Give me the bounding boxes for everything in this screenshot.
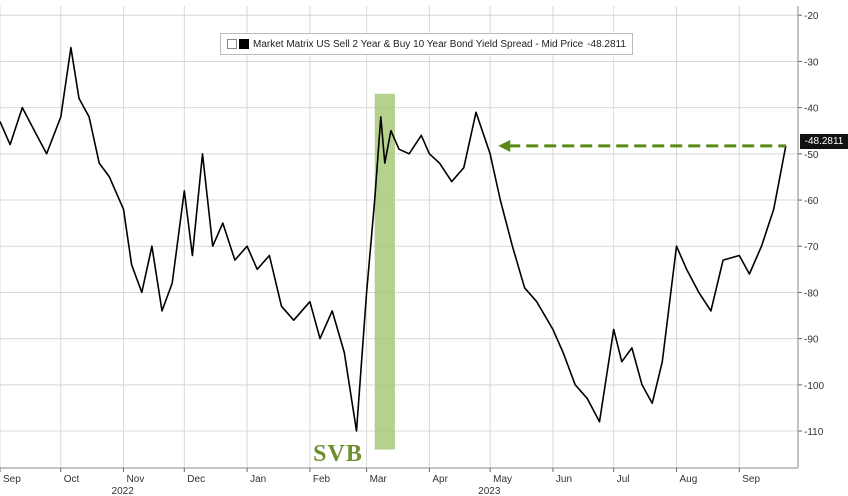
grid-lines <box>0 6 798 468</box>
arrow-head-icon <box>498 139 511 152</box>
x-tick-label: Jan <box>250 474 266 485</box>
series-line <box>0 46 787 432</box>
x-year-label: 2022 <box>112 486 135 496</box>
y-tick-label: -100 <box>804 381 824 392</box>
y-tick-label: -30 <box>804 57 819 68</box>
x-tick-label: Sep <box>742 474 760 485</box>
x-tick-label: Dec <box>187 474 205 485</box>
y-tick-label: -40 <box>804 104 819 115</box>
x-tick-label: Aug <box>679 474 697 485</box>
x-tick-label: Jul <box>617 474 630 485</box>
x-tick-label: Feb <box>313 474 331 485</box>
x-tick-label: Jun <box>556 474 572 485</box>
arrow-layer <box>498 139 786 152</box>
x-tick-label: Sep <box>3 474 21 485</box>
legend-label: Market Matrix US Sell 2 Year & Buy 10 Ye… <box>253 38 584 50</box>
y-tick-label: -20 <box>804 11 819 22</box>
series-layer <box>0 46 787 432</box>
y-tick-label: -50 <box>804 150 819 161</box>
x-tick-label: Apr <box>432 474 448 485</box>
x-tick-label: Mar <box>370 474 388 485</box>
y-tick-label: -80 <box>804 288 819 299</box>
svb-annotation: SVB <box>313 441 363 467</box>
x-year-label: 2023 <box>478 486 501 496</box>
svb-shade-rect <box>374 93 395 450</box>
legend: Market Matrix US Sell 2 Year & Buy 10 Ye… <box>220 33 633 55</box>
y-tick-label: -110 <box>804 427 824 438</box>
svb-shaded-region <box>374 93 395 450</box>
y-tick-label: -90 <box>804 335 819 346</box>
axes: -20 -30 -40 -50 -60 -70 -80 -90 -100 -110 Sep Oct No… <box>0 6 824 496</box>
legend-checkbox-icon <box>227 39 237 49</box>
legend-last-value: -48.2811 <box>587 38 626 50</box>
legend-swatch-icon <box>239 39 249 49</box>
last-value-badge: -48.2811 <box>800 134 848 149</box>
x-tick-label: May <box>493 474 512 485</box>
y-tick-label: -70 <box>804 242 819 253</box>
x-tick-label: Oct <box>64 474 80 485</box>
y-tick-label: -60 <box>804 196 819 207</box>
x-tick-label: Nov <box>127 474 145 485</box>
